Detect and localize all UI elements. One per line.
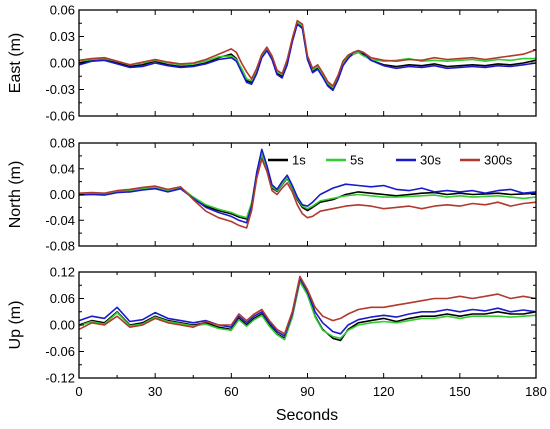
x-tick-label: 60 [224,384,238,399]
series-line-30s [78,277,537,337]
y-axis-title: Up (m) [7,301,24,350]
y-tick-label: -0.06 [45,344,75,359]
legend-label-1s: 1s [292,153,306,168]
series-line-300s [78,158,537,229]
panel-0: -0.06 -0.03 0.00 0.03 0.06 East (m) [7,3,537,124]
x-axis-title: Seconds [276,407,338,424]
panel-1: -0.08 -0.04 0.00 0.04 0.08 North (m) 1s 5s 30s 30… [7,136,537,254]
legend-label-5s: 5s [350,153,364,168]
x-tick-label: 30 [148,384,162,399]
y-tick-label: -0.03 [45,82,75,97]
y-tick-label: 0.00 [50,187,75,202]
y-tick-label: 0.00 [50,318,75,333]
series-line-5s [78,153,537,219]
y-axis-title: East (m) [7,33,24,93]
y-tick-label: -0.06 [45,109,75,124]
x-tick-label: 150 [449,384,471,399]
y-tick-label: 0.06 [50,291,75,306]
x-tick-label: 120 [373,384,395,399]
y-tick-label: -0.08 [45,239,75,254]
y-tick-label: 0.00 [50,56,75,71]
y-tick-label: 0.08 [50,136,75,151]
legend-label-300s: 300s [484,153,513,168]
x-axis: 0 30 60 90 120 150 180 [75,384,546,399]
chart-panels: -0.06 -0.03 0.00 0.03 0.06 East (m) -0.08 -0.04… [7,3,537,386]
y-tick-label: 0.03 [50,29,75,44]
series-line-300s [78,19,537,87]
y-tick-label: -0.04 [45,213,75,228]
y-tick-label: 0.04 [50,161,75,176]
y-tick-label: -0.12 [45,371,75,386]
x-tick-label: 0 [75,384,82,399]
panel-2: -0.12 -0.06 0.00 0.06 0.12 Up (m) [7,265,537,386]
series-line-30s [78,148,537,224]
x-tick-label: 180 [525,384,547,399]
y-tick-label: 0.06 [50,3,75,18]
panel-frame [78,271,537,379]
y-tick-label: 0.12 [50,265,75,280]
x-tick-label: 90 [300,384,314,399]
legend-label-30s: 30s [420,153,441,168]
series-line-300s [78,275,537,335]
y-axis-title: North (m) [7,161,24,229]
legend: 1s 5s 30s 300s [268,153,513,168]
